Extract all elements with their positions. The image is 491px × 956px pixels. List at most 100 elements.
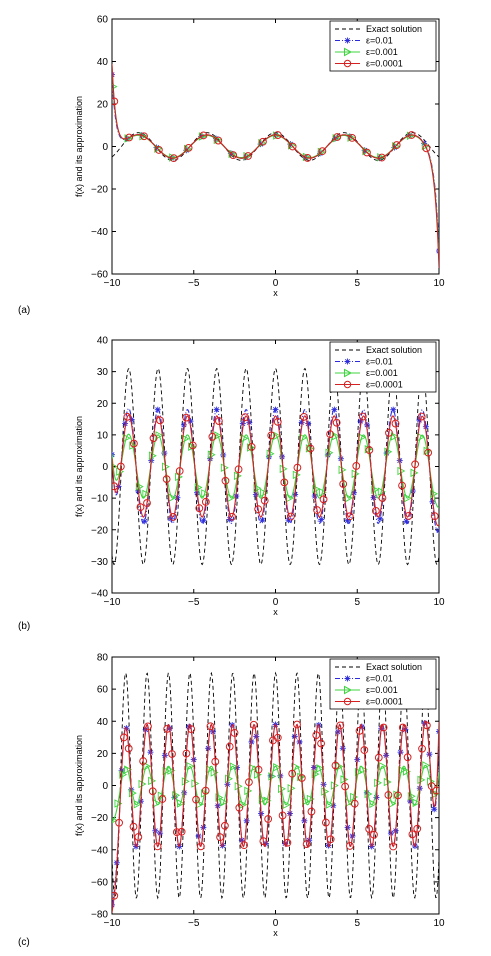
series-point-eps2 — [403, 493, 412, 503]
series-point-eps3 — [300, 412, 308, 421]
x-axis-label: x — [273, 607, 278, 617]
series-point-eps3 — [187, 725, 196, 734]
series-point-eps2 — [119, 770, 128, 779]
series-point-eps2 — [243, 151, 252, 161]
series-point-eps2 — [282, 800, 291, 810]
series-point-eps2 — [210, 768, 219, 777]
series-point-eps3 — [389, 842, 398, 851]
series-point-eps3 — [225, 742, 234, 751]
series-point-eps2 — [143, 762, 152, 771]
series-point-eps3 — [259, 837, 268, 846]
series-point-eps2 — [122, 433, 131, 443]
y-tick-label: 20 — [97, 100, 109, 111]
series-point-eps3 — [384, 791, 393, 799]
series-point-eps3 — [206, 722, 215, 731]
series-line-eps1 — [112, 74, 439, 252]
series-point-eps3 — [254, 505, 263, 514]
series-point-eps2 — [305, 444, 314, 453]
legend-label-eps1: ε=0.01 — [366, 36, 393, 46]
series-point-eps3 — [211, 757, 220, 766]
legend-marker-eps2 — [344, 368, 353, 378]
series-point-eps2 — [417, 775, 426, 785]
series-point-eps2 — [273, 431, 282, 441]
legend-marker-eps1 — [344, 675, 351, 682]
series-point-eps3 — [348, 134, 357, 142]
series-point-eps3 — [407, 131, 416, 139]
series-point-eps3 — [288, 142, 297, 151]
y-tick-label: 0 — [102, 142, 108, 153]
legend-label-exact: Exact solution — [366, 662, 422, 672]
series-point-eps3 — [177, 827, 186, 836]
series-point-eps1 — [436, 248, 439, 255]
y-tick-label: 10 — [97, 430, 109, 441]
plot-area — [112, 367, 439, 566]
series-point-eps2 — [177, 799, 185, 808]
y-tick-label: −30 — [91, 557, 108, 568]
series-point-eps1 — [200, 517, 207, 524]
series-point-eps3 — [144, 722, 152, 731]
series-point-eps2 — [114, 799, 123, 808]
y-tick-label: −10 — [91, 494, 108, 505]
series-point-eps2 — [422, 761, 431, 770]
series-point-eps3 — [240, 841, 249, 850]
series-point-eps2 — [207, 450, 216, 459]
series-point-eps2 — [306, 794, 315, 804]
series-point-eps1 — [331, 406, 338, 413]
series-point-eps3 — [115, 818, 123, 827]
series-point-eps3 — [199, 131, 208, 140]
x-tick-label: 10 — [433, 278, 445, 289]
legend-marker-eps1 — [344, 358, 351, 365]
series-point-eps3 — [326, 835, 335, 844]
series-point-eps3 — [188, 441, 197, 450]
series-point-eps3 — [182, 413, 191, 422]
series-point-eps3 — [326, 430, 335, 439]
series-point-eps3 — [273, 417, 282, 426]
y-tick-label: −20 — [91, 813, 108, 824]
series-point-eps3 — [245, 778, 253, 787]
series-point-eps3 — [293, 463, 302, 472]
series-point-eps3 — [264, 815, 273, 823]
series-point-eps1 — [112, 71, 115, 78]
series-point-eps2 — [371, 485, 380, 494]
series-point-eps3 — [317, 739, 325, 748]
series-point-eps3 — [424, 448, 433, 457]
plot-area — [112, 63, 439, 269]
x-tick-label: −10 — [104, 597, 121, 608]
series-point-eps3 — [175, 467, 184, 475]
series-point-eps2 — [263, 796, 272, 806]
series-point-eps3 — [201, 497, 210, 506]
legend-label-eps3: ε=0.0001 — [366, 59, 403, 69]
x-tick-label: 0 — [273, 597, 279, 608]
series-point-eps3 — [422, 721, 431, 730]
series-point-eps2 — [229, 762, 238, 771]
series-point-eps3 — [247, 443, 256, 451]
series-point-eps2 — [350, 792, 359, 802]
y-axis-label: f(x) and its approximation — [74, 96, 84, 197]
series-point-eps1 — [390, 406, 397, 413]
series-point-eps3 — [288, 769, 297, 778]
series-point-eps2 — [181, 777, 190, 786]
series-point-eps3 — [196, 842, 205, 851]
legend-label-eps1: ε=0.01 — [366, 674, 393, 684]
series-point-eps3 — [413, 824, 422, 833]
series-point-eps3 — [370, 830, 378, 839]
series-point-eps2 — [124, 765, 133, 774]
series-point-eps1 — [364, 421, 371, 428]
series-point-eps3 — [273, 733, 282, 742]
legend: Exact solution ε=0.01ε=0.001 ε=0.0001 — [329, 341, 437, 393]
series-point-eps3 — [318, 147, 327, 156]
legend-label-eps2: ε=0.001 — [366, 368, 398, 378]
series-point-eps3 — [120, 733, 128, 742]
series-point-eps3 — [229, 151, 238, 160]
series-point-eps3 — [216, 833, 224, 842]
series-point-eps2 — [430, 489, 439, 499]
series-point-eps1 — [213, 406, 220, 413]
series-point-eps2 — [227, 493, 236, 503]
series-point-eps3 — [156, 416, 164, 425]
series-point-eps2 — [167, 766, 176, 775]
series-point-eps2 — [253, 483, 262, 493]
series-point-eps2 — [345, 493, 354, 503]
series-point-eps1 — [318, 516, 325, 523]
y-tick-label: 0 — [102, 781, 108, 792]
series-point-eps3 — [302, 840, 311, 849]
